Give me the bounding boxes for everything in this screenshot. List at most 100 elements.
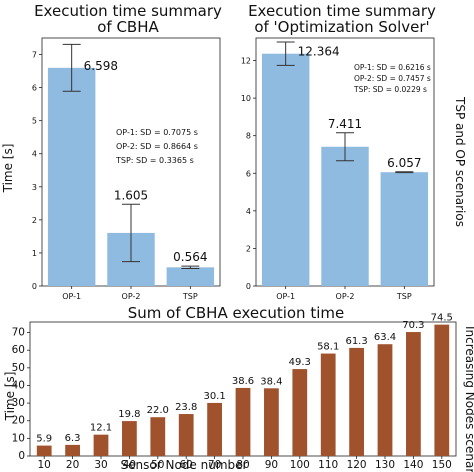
chart1-bar <box>166 267 215 286</box>
chart1-annotation-op2: OP-2: SD = 0.8664 s <box>116 142 198 151</box>
chart1-y-tick-label: 4 <box>32 150 37 159</box>
chart1-y-tick-label: 0 <box>32 282 37 291</box>
chart3-x-tick-label: 140 <box>403 459 423 471</box>
chart2-y-tick-label: 0 <box>246 282 251 291</box>
chart3-y-axis-label: Time [s] <box>3 372 17 422</box>
chart3-bar <box>349 347 364 456</box>
chart3-data-label: 22.0 <box>147 405 169 416</box>
chart2-data-label: 6.057 <box>387 156 421 170</box>
chart3-y-tick-label: 50 <box>12 362 25 374</box>
chart1-y-tick-label: 6 <box>32 84 37 93</box>
chart2-y-tick-label: 12 <box>241 57 251 66</box>
chart2-y-tick-label: 8 <box>246 132 251 141</box>
chart3-x-tick-label: 80 <box>236 459 249 471</box>
chart2-x-tick-label: OP-1 <box>276 292 295 301</box>
chart3-data-label: 30.1 <box>203 391 225 402</box>
chart3-x-tick-label: 20 <box>66 459 79 471</box>
chart1-annotation-op1: OP-1: SD = 0.7075 s <box>116 128 198 137</box>
chart1-x-tick-label: OP-1 <box>62 292 81 301</box>
chart3-data-label: 12.1 <box>90 423 112 434</box>
chart2-annotation-tsp: TSP: SD = 0.0229 s <box>353 85 427 94</box>
chart3-bar <box>122 421 137 456</box>
chart3-x-tick-label: 90 <box>265 459 278 471</box>
chart1-annotation-tsp: TSP: SD = 0.3365 s <box>115 156 194 165</box>
chart3-x-tick-label: 50 <box>151 459 164 471</box>
chart3-x-axis-label: Sensor Node number <box>121 458 248 472</box>
chart3-data-label: 38.6 <box>232 376 254 387</box>
chart3-bar <box>320 353 336 456</box>
chart3-data-label: 63.4 <box>374 332 396 343</box>
side-label-bottom: Increasing Nodes scenario <box>463 326 474 472</box>
chart3-data-label: 74.5 <box>431 313 453 324</box>
chart2-annotation-op1: OP-1: SD = 0.6216 s <box>354 63 431 72</box>
chart3-y-tick-label: 60 <box>12 344 25 356</box>
chart1-y-tick-label: 7 <box>32 51 37 60</box>
chart-cbha-summary: Execution time summary of CBHA Time [s] … <box>1 2 222 301</box>
chart1-y-tick-label: 5 <box>32 117 37 126</box>
chart-solver-summary: Execution time summary of 'Optimization … <box>241 2 467 301</box>
chart2-data-label: 12.364 <box>298 45 340 59</box>
chart3-bar <box>36 445 52 456</box>
chart3-bar <box>377 344 393 456</box>
chart3-x-tick-label: 120 <box>347 459 367 471</box>
chart3-bar <box>178 414 194 456</box>
chart1-x-tick-label: OP-2 <box>122 292 141 301</box>
chart1-x-tick-label: TSP <box>182 292 198 301</box>
chart3-x-tick-label: 130 <box>375 459 395 471</box>
chart1-data-label: 1.605 <box>114 188 148 202</box>
chart2-y-tick-label: 6 <box>246 169 251 178</box>
chart3-y-tick-label: 10 <box>12 432 25 444</box>
chart3-data-label: 23.8 <box>175 402 197 413</box>
chart2-x-tick-label: OP-2 <box>336 292 355 301</box>
chart-sum-execution: Sum of CBHA execution time Time [s] Sens… <box>3 304 474 472</box>
chart1-data-label: 0.564 <box>173 250 207 264</box>
chart3-bar <box>264 388 279 456</box>
chart2-data-label: 7.411 <box>328 117 362 131</box>
chart1-y-tick-label: 3 <box>32 183 37 192</box>
chart3-x-tick-label: 40 <box>123 459 136 471</box>
chart3-x-tick-label: 30 <box>94 459 107 471</box>
chart3-bar <box>292 369 308 456</box>
chart3-y-tick-label: 40 <box>12 379 25 391</box>
chart3-data-label: 38.4 <box>260 376 282 387</box>
chart3-x-tick-label: 10 <box>38 459 51 471</box>
chart3-data-label: 19.8 <box>118 409 140 420</box>
chart3-x-tick-label: 100 <box>290 459 310 471</box>
chart3-data-label: 70.3 <box>402 320 424 331</box>
chart3-x-tick-label: 110 <box>318 459 338 471</box>
chart3-y-tick-label: 30 <box>12 397 25 409</box>
chart1-title-line1: Execution time summary <box>34 2 222 20</box>
chart2-title-line1: Execution time summary <box>248 2 436 20</box>
chart2-bar <box>321 146 369 286</box>
chart3-data-label: 61.3 <box>345 336 367 347</box>
chart1-bar <box>47 67 96 286</box>
chart3-data-label: 58.1 <box>317 342 339 353</box>
chart2-bar <box>380 172 429 286</box>
chart2-x-tick-label: TSP <box>396 292 412 301</box>
chart3-x-tick-label: 150 <box>432 459 452 471</box>
chart3-y-tick-label: 70 <box>12 327 25 339</box>
chart3-bar <box>235 387 251 456</box>
chart3-bar <box>150 417 166 456</box>
chart3-bar <box>406 332 421 456</box>
chart3-title: Sum of CBHA execution time <box>128 304 344 322</box>
chart3-bar <box>65 444 80 456</box>
chart1-data-label: 6.598 <box>84 59 118 73</box>
chart3-data-label: 6.3 <box>65 433 81 444</box>
side-label-top: TSP and OP scenarios <box>453 96 467 227</box>
chart1-title-line2: of CBHA <box>97 18 159 36</box>
chart3-data-label: 49.3 <box>289 357 311 368</box>
chart2-bar <box>261 53 310 286</box>
chart3-x-tick-label: 60 <box>180 459 193 471</box>
chart3-x-tick-label: 70 <box>208 459 221 471</box>
chart2-y-tick-label: 10 <box>241 94 251 103</box>
chart3-data-label: 5.9 <box>36 434 52 445</box>
chart1-y-axis-label: Time [s] <box>1 144 15 194</box>
chart3-y-tick-label: 0 <box>18 450 25 462</box>
chart1-y-tick-label: 2 <box>32 216 37 225</box>
chart3-bar <box>434 324 450 456</box>
chart2-y-tick-label: 4 <box>246 207 251 216</box>
chart1-y-tick-label: 1 <box>32 249 37 258</box>
chart2-annotation-op2: OP-2: SD = 0.7457 s <box>354 74 431 83</box>
